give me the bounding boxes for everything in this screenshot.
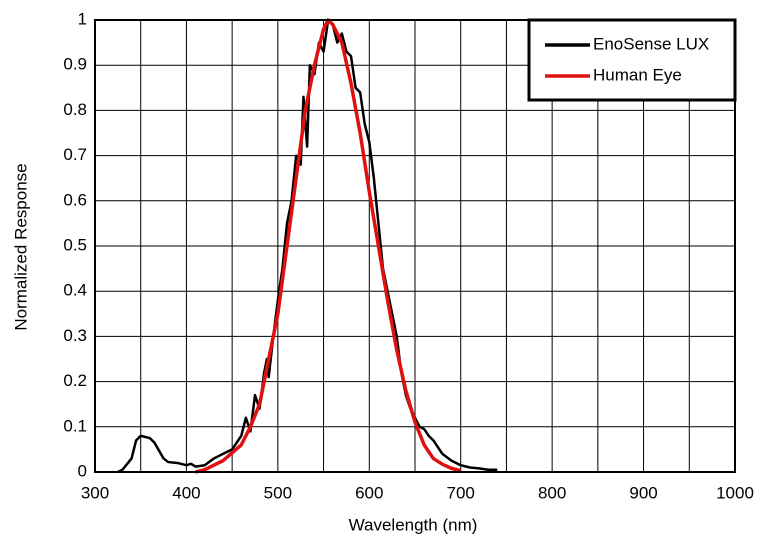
x-tick-label: 400 xyxy=(172,483,200,502)
y-tick-label: 0.2 xyxy=(63,371,87,390)
series-line xyxy=(195,18,462,474)
y-tick-label: 0.3 xyxy=(63,326,87,345)
y-tick-label: 0.8 xyxy=(63,100,87,119)
y-tick-label: 0.6 xyxy=(63,190,87,209)
x-tick-label: 800 xyxy=(538,483,566,502)
y-tick-label: 0.5 xyxy=(63,235,87,254)
x-tick-label: 300 xyxy=(81,483,109,502)
x-tick-label: 500 xyxy=(264,483,292,502)
legend-box xyxy=(527,18,737,102)
plot-frame xyxy=(94,19,736,473)
x-axis-label: Wavelength (nm) xyxy=(349,515,478,534)
y-tick-label: 0.1 xyxy=(63,416,87,435)
y-tick-label: 1 xyxy=(78,9,87,28)
y-tick-label: 0.7 xyxy=(63,145,87,164)
y-tick-label: 0 xyxy=(78,461,87,480)
x-tick-label: 700 xyxy=(447,483,475,502)
y-tick-label: 0.9 xyxy=(63,55,87,74)
x-tick-label: 1000 xyxy=(716,483,754,502)
legend-label: EnoSense LUX xyxy=(593,34,709,53)
x-tick-label: 600 xyxy=(355,483,383,502)
legend-label: Human Eye xyxy=(593,65,682,84)
y-tick-label: 0.4 xyxy=(63,281,87,300)
y-axis-label: Normalized Response xyxy=(11,163,30,330)
x-tick-label: 900 xyxy=(629,483,657,502)
